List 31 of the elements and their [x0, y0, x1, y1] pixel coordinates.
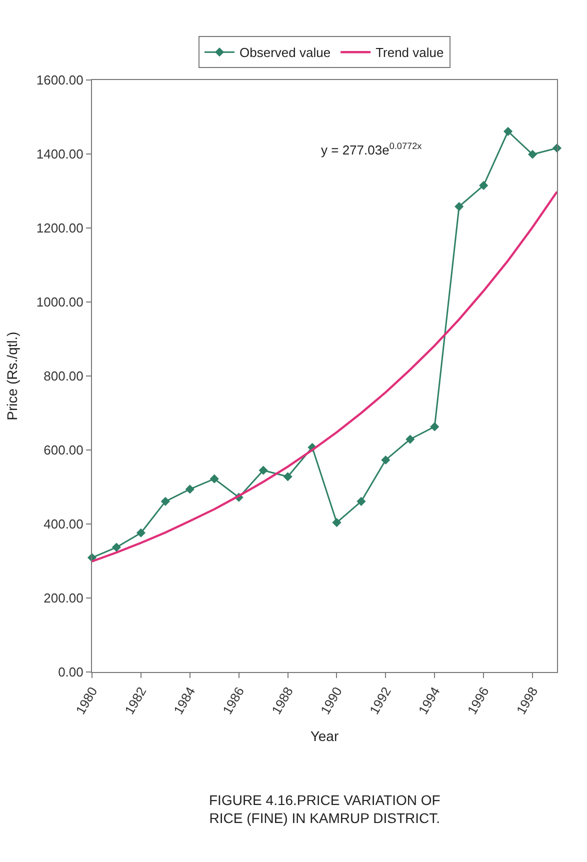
point: [258, 466, 268, 475]
point: [136, 528, 146, 538]
y-tick-label: 200.00: [44, 590, 84, 606]
point: [332, 518, 342, 528]
text: FIGURE 4.16.PRICE VARIATION OF RICE (FINE) IN KAMRUP DISTRICT.: [209, 792, 440, 826]
y-tick-label: 600.00: [44, 442, 84, 458]
point: [406, 434, 415, 444]
y-tick-label: 0.00: [58, 664, 84, 680]
y-axis-title: Price (Rs./qtl.): [4, 332, 20, 420]
y-tick-label: 1600.00: [36, 72, 84, 88]
point: [430, 422, 440, 432]
y-tick-label: 1000.00: [36, 294, 84, 310]
legend-label: Observed value: [240, 45, 331, 60]
y-tick-label: 1200.00: [36, 220, 84, 236]
point: [381, 455, 390, 465]
y-tick-label: 400.00: [44, 516, 84, 532]
x-axis-title: Year: [310, 728, 339, 744]
point: [283, 472, 292, 482]
point: [528, 150, 538, 159]
point: [160, 496, 170, 506]
point: [504, 126, 513, 136]
point: [356, 496, 366, 506]
point: [112, 542, 122, 552]
point: [210, 474, 219, 484]
y-tick-label: 1400.00: [36, 146, 84, 162]
y-tick-label: 800.00: [44, 368, 84, 384]
point: [454, 202, 464, 212]
annotation: y = 277.03e$^{0.0772x}$: [321, 141, 422, 158]
point: [479, 180, 488, 190]
legend-label: Trend value: [376, 45, 444, 60]
point: [185, 484, 194, 494]
